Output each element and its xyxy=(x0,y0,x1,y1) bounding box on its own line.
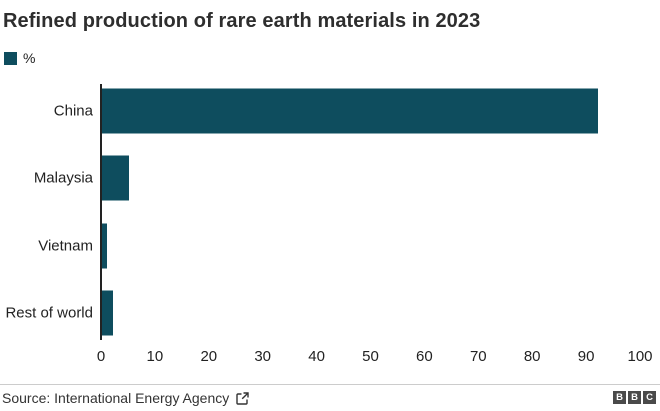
bbc-logo: B B C xyxy=(613,391,656,404)
bbc-logo-block: B xyxy=(613,391,626,404)
footer-divider xyxy=(0,384,660,385)
category-label: Rest of world xyxy=(5,304,93,322)
bar-rest-of-world[interactable] xyxy=(102,290,113,336)
x-tick-label: 80 xyxy=(523,348,541,365)
bar-china[interactable] xyxy=(102,88,598,134)
x-tick-label: 70 xyxy=(469,348,487,365)
source-line: Source: International Energy Agency xyxy=(2,390,249,406)
x-tick-label: 60 xyxy=(416,348,433,365)
x-tick-label: 100 xyxy=(627,348,653,365)
bar-vietnam[interactable] xyxy=(102,223,108,269)
legend-swatch-icon xyxy=(4,51,17,65)
bbc-logo-block: C xyxy=(643,391,656,404)
chart-row: Malaysia xyxy=(0,145,660,213)
x-tick-label: 0 xyxy=(96,348,106,365)
x-tick-label: 10 xyxy=(146,348,164,365)
x-tick-label: 90 xyxy=(577,348,595,365)
category-label: China xyxy=(53,102,93,120)
x-axis: 0 10 20 30 40 50 60 70 80 90 100 xyxy=(0,348,660,368)
external-link-icon[interactable] xyxy=(236,391,249,405)
source-text: Source: International Energy Agency xyxy=(2,390,230,406)
bar-malaysia[interactable] xyxy=(102,155,129,201)
bbc-logo-block: B xyxy=(628,391,641,404)
x-tick-label: 30 xyxy=(254,348,272,365)
chart-row: Vietnam xyxy=(0,212,660,280)
category-label: Malaysia xyxy=(33,169,93,187)
bar-chart: China Malaysia Vietnam Rest of world xyxy=(0,77,660,347)
chart-title: Refined production of rare earth materia… xyxy=(3,10,481,32)
legend: % xyxy=(4,50,35,66)
x-tick-label: 20 xyxy=(200,348,218,365)
chart-row: Rest of world xyxy=(0,280,660,348)
legend-label: % xyxy=(23,50,36,66)
y-axis-line xyxy=(100,84,102,340)
category-label: Vietnam xyxy=(38,237,93,255)
x-tick-label: 50 xyxy=(362,348,379,365)
chart-row: China xyxy=(0,77,660,145)
x-tick-label: 40 xyxy=(308,348,325,365)
